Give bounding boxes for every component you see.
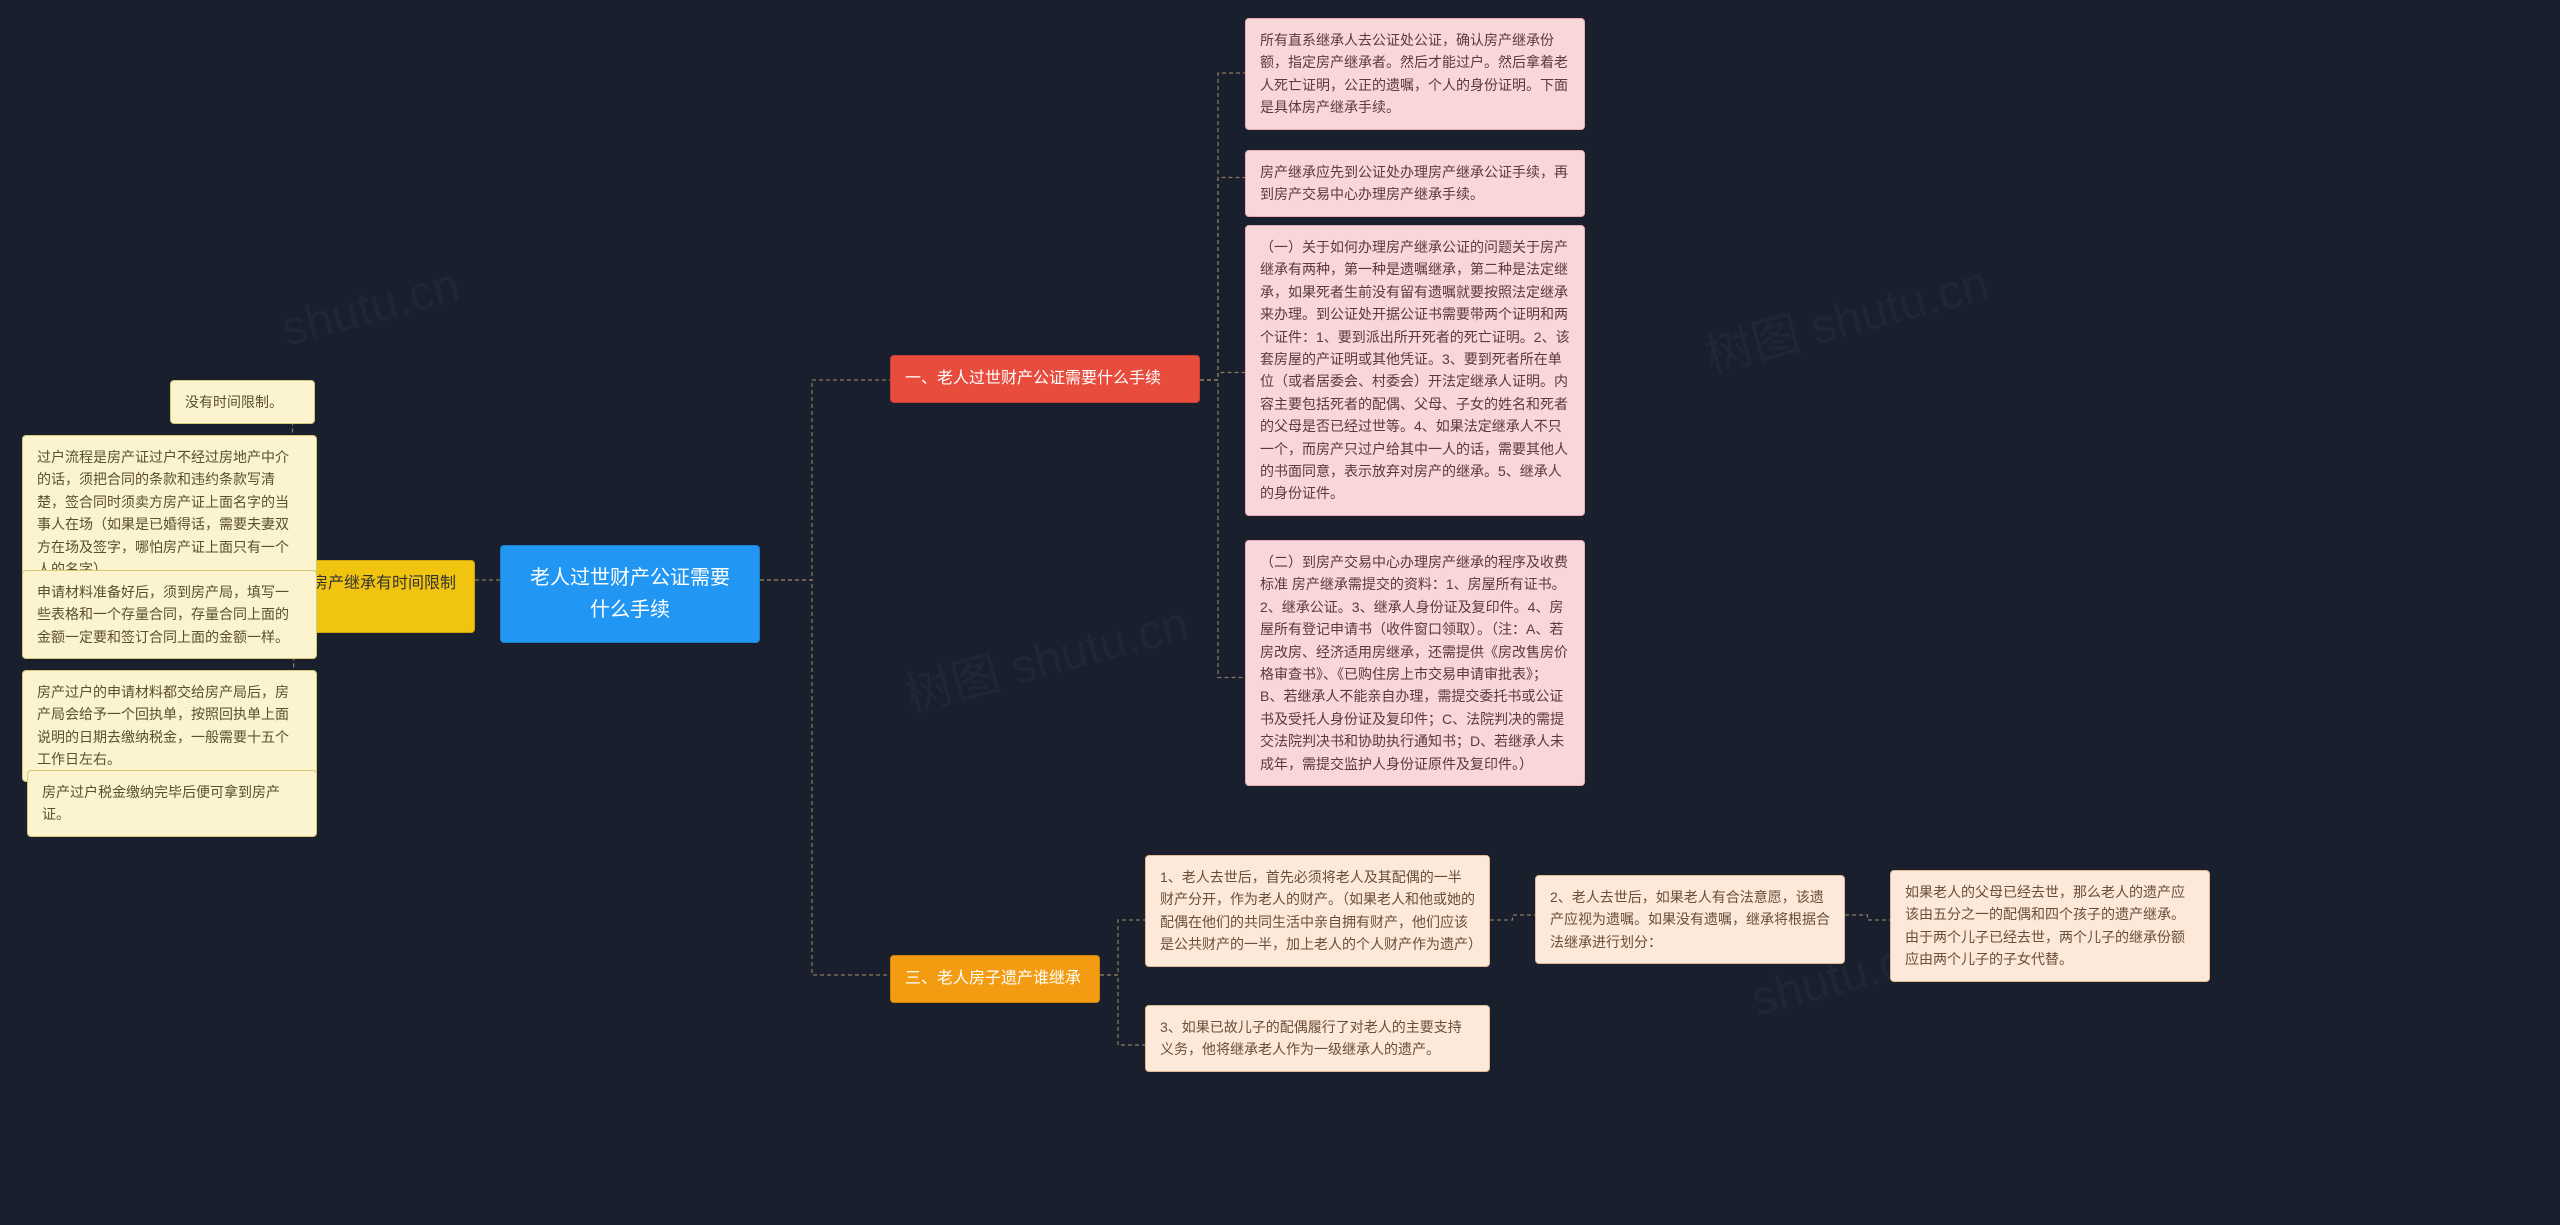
leaf-node: （二）到房产交易中心办理房产继承的程序及收费标准 房产继承需提交的资料：1、房屋… xyxy=(1245,540,1585,786)
leaf-node: 如果老人的父母已经去世，那么老人的遗产应该由五分之一的配偶和四个孩子的遗产继承。… xyxy=(1890,870,2210,982)
watermark: 树图 shutu.cn xyxy=(1696,244,1995,387)
leaf-node: 所有直系继承人去公证处公证，确认房产继承份额，指定房产继承者。然后才能过户。然后… xyxy=(1245,18,1585,130)
root-node: 老人过世财产公证需要什么手续 xyxy=(500,545,760,643)
leaf-node: 3、如果已故儿子的配偶履行了对老人的主要支持义务，他将继承老人作为一级继承人的遗… xyxy=(1145,1005,1490,1072)
watermark: shutu.cn xyxy=(276,257,466,357)
leaf-node: 房产继承应先到公证处办理房产继承公证手续，再到房产交易中心办理房产继承手续。 xyxy=(1245,150,1585,217)
leaf-node: 没有时间限制。 xyxy=(170,380,315,424)
leaf-node: 房产过户税金缴纳完毕后便可拿到房产证。 xyxy=(27,770,317,837)
leaf-node: 申请材料准备好后，须到房产局，填写一些表格和一个存量合同，存量合同上面的金额一定… xyxy=(22,570,317,659)
watermark: 树图 shutu.cn xyxy=(896,584,1195,727)
leaf-node: 过户流程是房产证过户不经过房地产中介的话，须把合同的条款和违约条款写清楚，签合同… xyxy=(22,435,317,591)
leaf-node: 2、老人去世后，如果老人有合法意愿，该遗产应视为遗嘱。如果没有遗嘱，继承将根据合… xyxy=(1535,875,1845,964)
leaf-node: （一）关于如何办理房产继承公证的问题关于房产继承有两种，第一种是遗嘱继承，第二种… xyxy=(1245,225,1585,516)
leaf-node: 房产过户的申请材料都交给房产局后，房产局会给予一个回执单，按照回执单上面说明的日… xyxy=(22,670,317,782)
leaf-node: 1、老人去世后，首先必须将老人及其配偶的一半财产分开，作为老人的财产。（如果老人… xyxy=(1145,855,1490,967)
branch-node: 一、老人过世财产公证需要什么手续 xyxy=(890,355,1200,403)
branch-node: 三、老人房子遗产谁继承 xyxy=(890,955,1100,1003)
